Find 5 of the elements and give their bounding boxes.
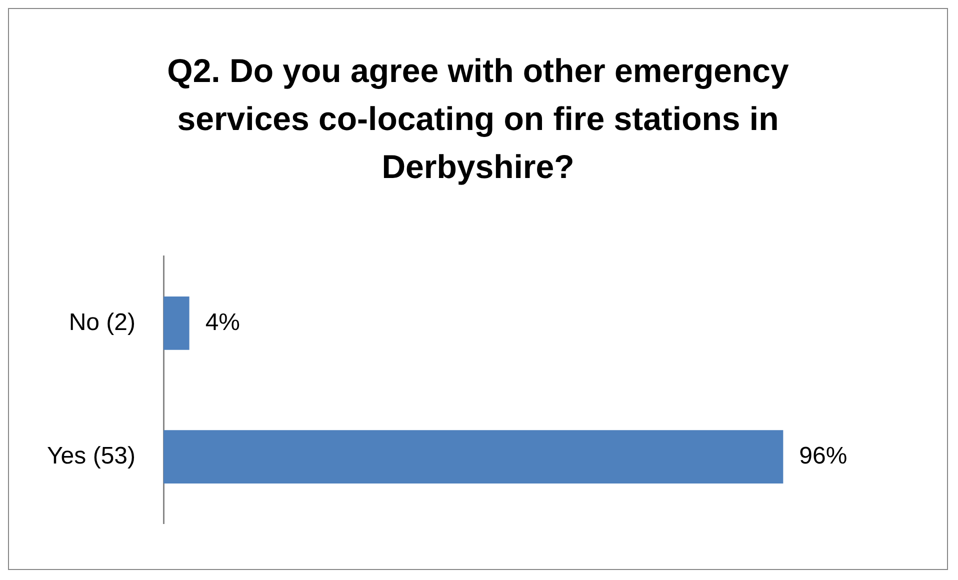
data-label: 96% [799,442,848,470]
chart-title: Q2. Do you agree with other emergency services co-locating on fire stations in Derbyshire? [166,51,790,187]
data-label: 4% [205,308,240,336]
y-tick-label: No (2) [68,308,136,336]
y-tick-label: Yes (53) [47,442,136,470]
